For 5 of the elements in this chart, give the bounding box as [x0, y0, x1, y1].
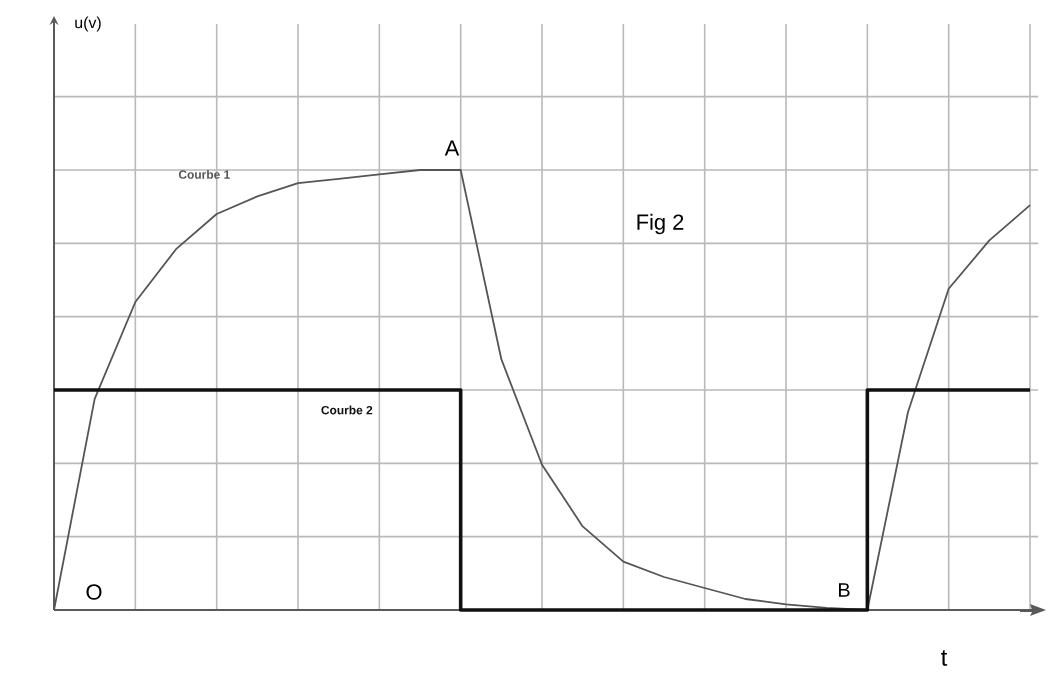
annotation: Fig 2	[637, 213, 684, 235]
x-axis-title: t	[941, 650, 948, 666]
text: A	[444, 140, 460, 156]
annotation: B	[838, 583, 850, 597]
annotation: O	[86, 584, 102, 600]
